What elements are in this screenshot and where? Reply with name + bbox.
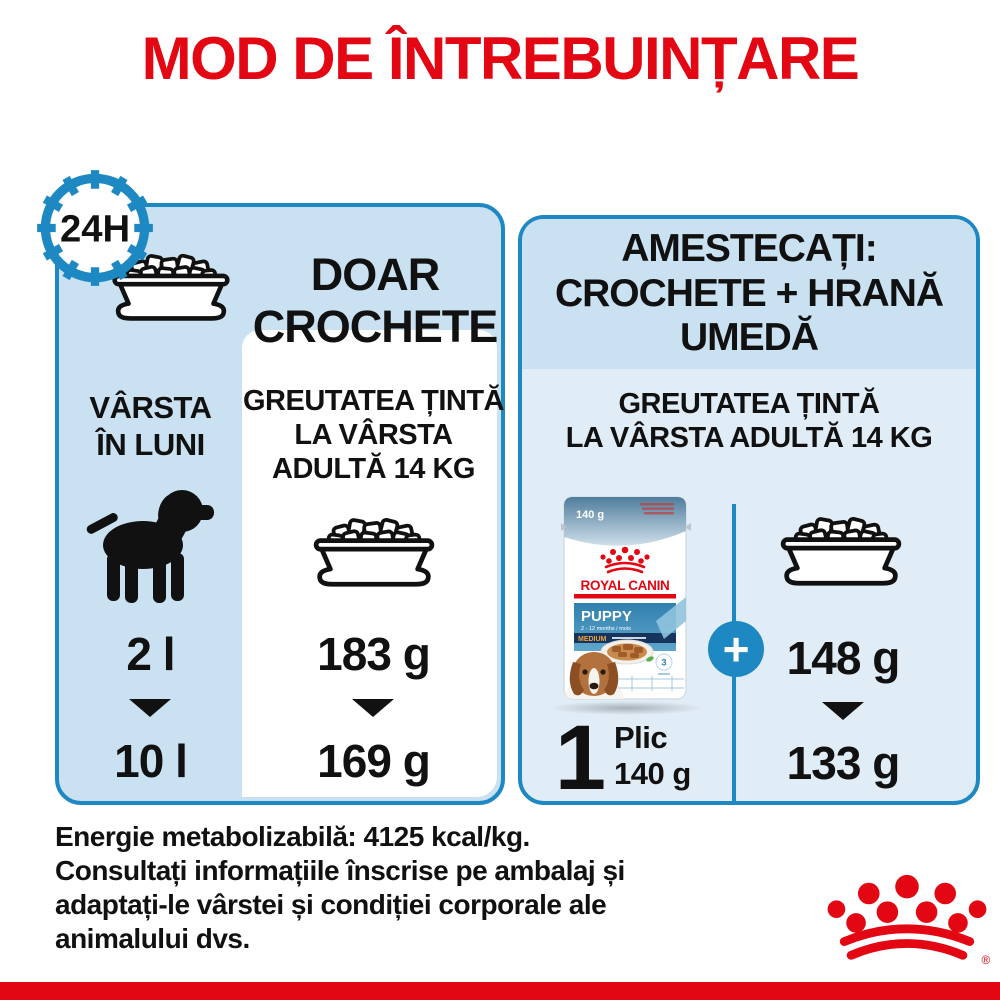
age-column-header: VÂRSTA ÎN LUNI xyxy=(89,390,212,463)
24h-clock-icon: 24H xyxy=(37,170,153,286)
pouch-puppy-photo xyxy=(564,652,624,699)
kibble-bowl-icon xyxy=(772,514,910,588)
wet-food-pouch-image: 140 g ROYAL CANIN PUPPY 2 - 12 months / … xyxy=(561,496,691,700)
down-arrow-icon xyxy=(129,699,171,717)
royal-canin-logo: ® xyxy=(827,874,990,967)
kibble-bowl-icon xyxy=(305,515,443,589)
page-title: MOD DE ÎNTREBUINȚARE xyxy=(141,25,860,92)
pouch-brand: ROYAL CANIN xyxy=(581,578,670,593)
portion-unit: Plic xyxy=(614,720,668,755)
down-arrow-icon xyxy=(822,702,864,720)
age-to: 10 l xyxy=(114,735,188,787)
pouch-product-name: PUPPY xyxy=(581,608,632,625)
bottom-red-bar xyxy=(0,982,1000,1000)
kibble-heading: DOAR CROCHETE xyxy=(252,249,499,353)
portion-weight: 140 g xyxy=(614,756,691,791)
portion-count: 1 xyxy=(554,707,606,809)
kibble-panel: DOAR CROCHETE VÂRSTA ÎN LUNI 2 l 10 l GREU… xyxy=(55,203,505,805)
wet-amount-from: 148 g xyxy=(786,632,901,684)
pouch-size-label: MEDIUM xyxy=(578,636,607,643)
kibble-weight-header: GREUTATEA ȚINTĂ LA VÂRSTA ADULTĂ 14 KG xyxy=(243,385,505,486)
mix-heading: AMESTECAȚI: CROCHETE + HRANĂ UMEDĂ xyxy=(554,226,944,360)
age-from: 2 l xyxy=(126,628,175,680)
plus-badge: + xyxy=(708,621,764,677)
pouch-shadow xyxy=(548,701,704,715)
pouch-age-range: 2 - 12 months / mois xyxy=(581,626,631,632)
pouch-weight-label: 140 g xyxy=(576,509,604,521)
clock-label: 24H xyxy=(60,207,130,250)
down-arrow-icon xyxy=(352,699,394,717)
pouch-crown-icon xyxy=(600,546,650,574)
mix-weight-header: GREUTATEA ȚINTĂ LA VÂRSTA ADULTĂ 14 KG xyxy=(565,388,933,455)
plus-sign: + xyxy=(722,623,750,675)
kibble-amount-from: 183 g xyxy=(317,628,431,680)
puppy-silhouette-icon xyxy=(86,490,214,603)
footer-note: Energie metabolizabilă: 4125 kcal/kg. Con… xyxy=(55,821,625,954)
kibble-amount-to: 169 g xyxy=(317,735,431,787)
registered-mark: ® xyxy=(981,954,990,967)
wet-amount-to: 133 g xyxy=(786,737,901,789)
pouch-badge-number: 3 xyxy=(661,658,666,668)
mix-header-band: AMESTECAȚI: CROCHETE + HRANĂ UMEDĂ xyxy=(522,219,976,369)
mix-panel: AMESTECAȚI: CROCHETE + HRANĂ UMEDĂ GREUTAT… xyxy=(518,215,980,805)
